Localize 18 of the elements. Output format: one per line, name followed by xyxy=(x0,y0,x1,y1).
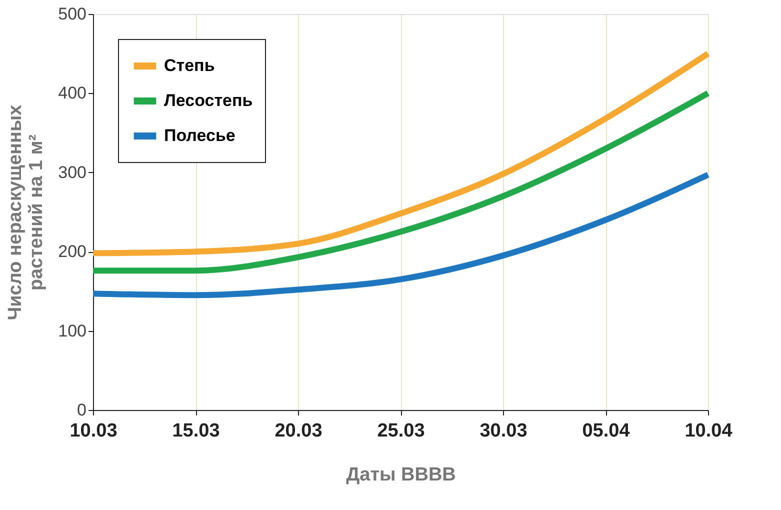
x-tick-label: 15.03 xyxy=(172,420,220,442)
x-tick-label: 30.03 xyxy=(480,420,528,442)
y-tick-label: 500 xyxy=(58,4,86,24)
y-tick-label: 100 xyxy=(58,321,86,340)
y-tick-label: 0 xyxy=(77,400,86,420)
legend-label: Полесье xyxy=(164,126,236,145)
y-tick-label: 300 xyxy=(58,162,86,182)
y-tick-label: 200 xyxy=(58,242,86,262)
x-tick-label: 10.04 xyxy=(684,420,733,442)
y-tick-label: 400 xyxy=(58,84,86,103)
x-tick-label: 10.03 xyxy=(70,420,118,442)
legend-label: Степь xyxy=(164,56,215,75)
x-tick-label: 05.04 xyxy=(582,420,630,442)
x-tick-label: 25.03 xyxy=(377,420,425,442)
y-axis-title: Число нераскущенных растений на 1 м² xyxy=(5,104,48,320)
x-axis-title: Даты BBBB xyxy=(346,464,456,486)
legend-label: Лесостепь xyxy=(164,91,253,110)
x-tick-label: 20.03 xyxy=(274,420,322,442)
